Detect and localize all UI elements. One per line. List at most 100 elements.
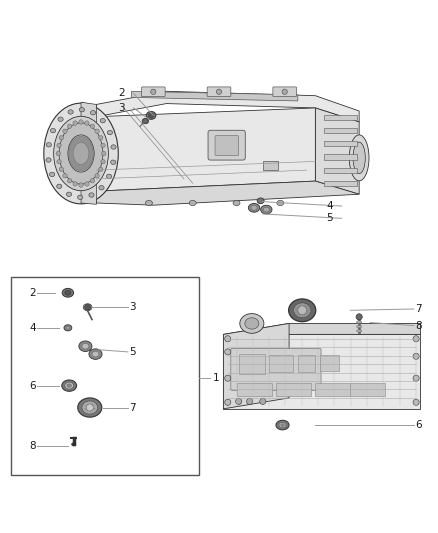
Circle shape xyxy=(282,89,287,94)
Polygon shape xyxy=(223,334,420,409)
Bar xyxy=(320,356,339,371)
Bar xyxy=(324,167,357,173)
Ellipse shape xyxy=(57,159,61,164)
Text: 4: 4 xyxy=(29,323,36,333)
Ellipse shape xyxy=(63,129,67,133)
Ellipse shape xyxy=(78,398,102,417)
Ellipse shape xyxy=(245,318,259,329)
Circle shape xyxy=(298,306,307,314)
Ellipse shape xyxy=(89,349,102,359)
Bar xyxy=(269,355,293,373)
Ellipse shape xyxy=(277,200,284,206)
Ellipse shape xyxy=(357,329,362,332)
Ellipse shape xyxy=(73,142,89,165)
Polygon shape xyxy=(81,102,96,204)
Circle shape xyxy=(86,404,93,411)
Polygon shape xyxy=(315,108,359,194)
Ellipse shape xyxy=(83,304,92,311)
Ellipse shape xyxy=(73,121,78,125)
Ellipse shape xyxy=(79,341,92,351)
Text: 7: 7 xyxy=(129,402,136,413)
Text: 5: 5 xyxy=(326,213,333,223)
Ellipse shape xyxy=(99,135,103,140)
Ellipse shape xyxy=(57,184,62,189)
Ellipse shape xyxy=(261,205,272,214)
Ellipse shape xyxy=(95,129,99,133)
Ellipse shape xyxy=(62,288,74,297)
Ellipse shape xyxy=(99,167,103,172)
Circle shape xyxy=(151,89,156,94)
Bar xyxy=(263,160,278,170)
Ellipse shape xyxy=(279,423,286,427)
Ellipse shape xyxy=(349,135,369,181)
Ellipse shape xyxy=(189,200,196,206)
Text: 4: 4 xyxy=(326,201,333,211)
Ellipse shape xyxy=(66,327,70,329)
Circle shape xyxy=(225,336,231,342)
Text: 2: 2 xyxy=(29,288,36,298)
FancyBboxPatch shape xyxy=(231,349,321,391)
Circle shape xyxy=(143,118,148,124)
Ellipse shape xyxy=(100,118,106,123)
Bar xyxy=(324,128,357,133)
Ellipse shape xyxy=(89,193,94,197)
Ellipse shape xyxy=(44,103,118,204)
Text: 2: 2 xyxy=(118,88,125,99)
Ellipse shape xyxy=(257,198,264,204)
Text: 1: 1 xyxy=(212,373,219,383)
Ellipse shape xyxy=(142,118,149,124)
Ellipse shape xyxy=(111,160,116,164)
Ellipse shape xyxy=(111,145,116,149)
FancyBboxPatch shape xyxy=(208,130,245,160)
Ellipse shape xyxy=(57,143,61,148)
Ellipse shape xyxy=(67,124,72,128)
Circle shape xyxy=(413,353,419,359)
Circle shape xyxy=(356,314,362,320)
Ellipse shape xyxy=(276,420,289,430)
Ellipse shape xyxy=(68,110,73,114)
Ellipse shape xyxy=(79,120,83,124)
Circle shape xyxy=(260,398,266,405)
Ellipse shape xyxy=(251,205,257,210)
Circle shape xyxy=(247,398,253,405)
Text: 3: 3 xyxy=(129,302,136,312)
Ellipse shape xyxy=(58,117,63,122)
Circle shape xyxy=(413,399,419,405)
Circle shape xyxy=(413,336,419,342)
Ellipse shape xyxy=(49,172,55,176)
Bar xyxy=(324,115,357,120)
Polygon shape xyxy=(96,108,315,191)
Bar xyxy=(315,383,350,395)
Ellipse shape xyxy=(146,111,156,119)
Circle shape xyxy=(413,375,419,381)
Ellipse shape xyxy=(85,182,89,186)
Ellipse shape xyxy=(95,174,99,178)
Ellipse shape xyxy=(90,124,95,128)
Ellipse shape xyxy=(145,200,152,206)
Ellipse shape xyxy=(106,174,112,179)
Ellipse shape xyxy=(50,128,56,133)
Ellipse shape xyxy=(59,123,103,184)
Ellipse shape xyxy=(46,158,51,162)
Polygon shape xyxy=(131,91,298,101)
Text: 3: 3 xyxy=(118,103,125,113)
Ellipse shape xyxy=(248,204,260,212)
Ellipse shape xyxy=(289,299,316,322)
Text: 8: 8 xyxy=(415,321,422,330)
Ellipse shape xyxy=(56,151,60,156)
Text: 7: 7 xyxy=(415,304,422,314)
Ellipse shape xyxy=(281,424,284,426)
Ellipse shape xyxy=(79,183,83,187)
Bar xyxy=(324,141,357,147)
Ellipse shape xyxy=(101,159,105,164)
Ellipse shape xyxy=(59,135,64,140)
Text: 6: 6 xyxy=(415,420,422,430)
FancyBboxPatch shape xyxy=(215,135,239,156)
Circle shape xyxy=(225,375,231,381)
FancyBboxPatch shape xyxy=(273,87,297,96)
Bar xyxy=(239,354,265,374)
Ellipse shape xyxy=(53,116,109,191)
Text: 5: 5 xyxy=(129,347,136,357)
Ellipse shape xyxy=(46,143,51,147)
Ellipse shape xyxy=(71,443,76,446)
